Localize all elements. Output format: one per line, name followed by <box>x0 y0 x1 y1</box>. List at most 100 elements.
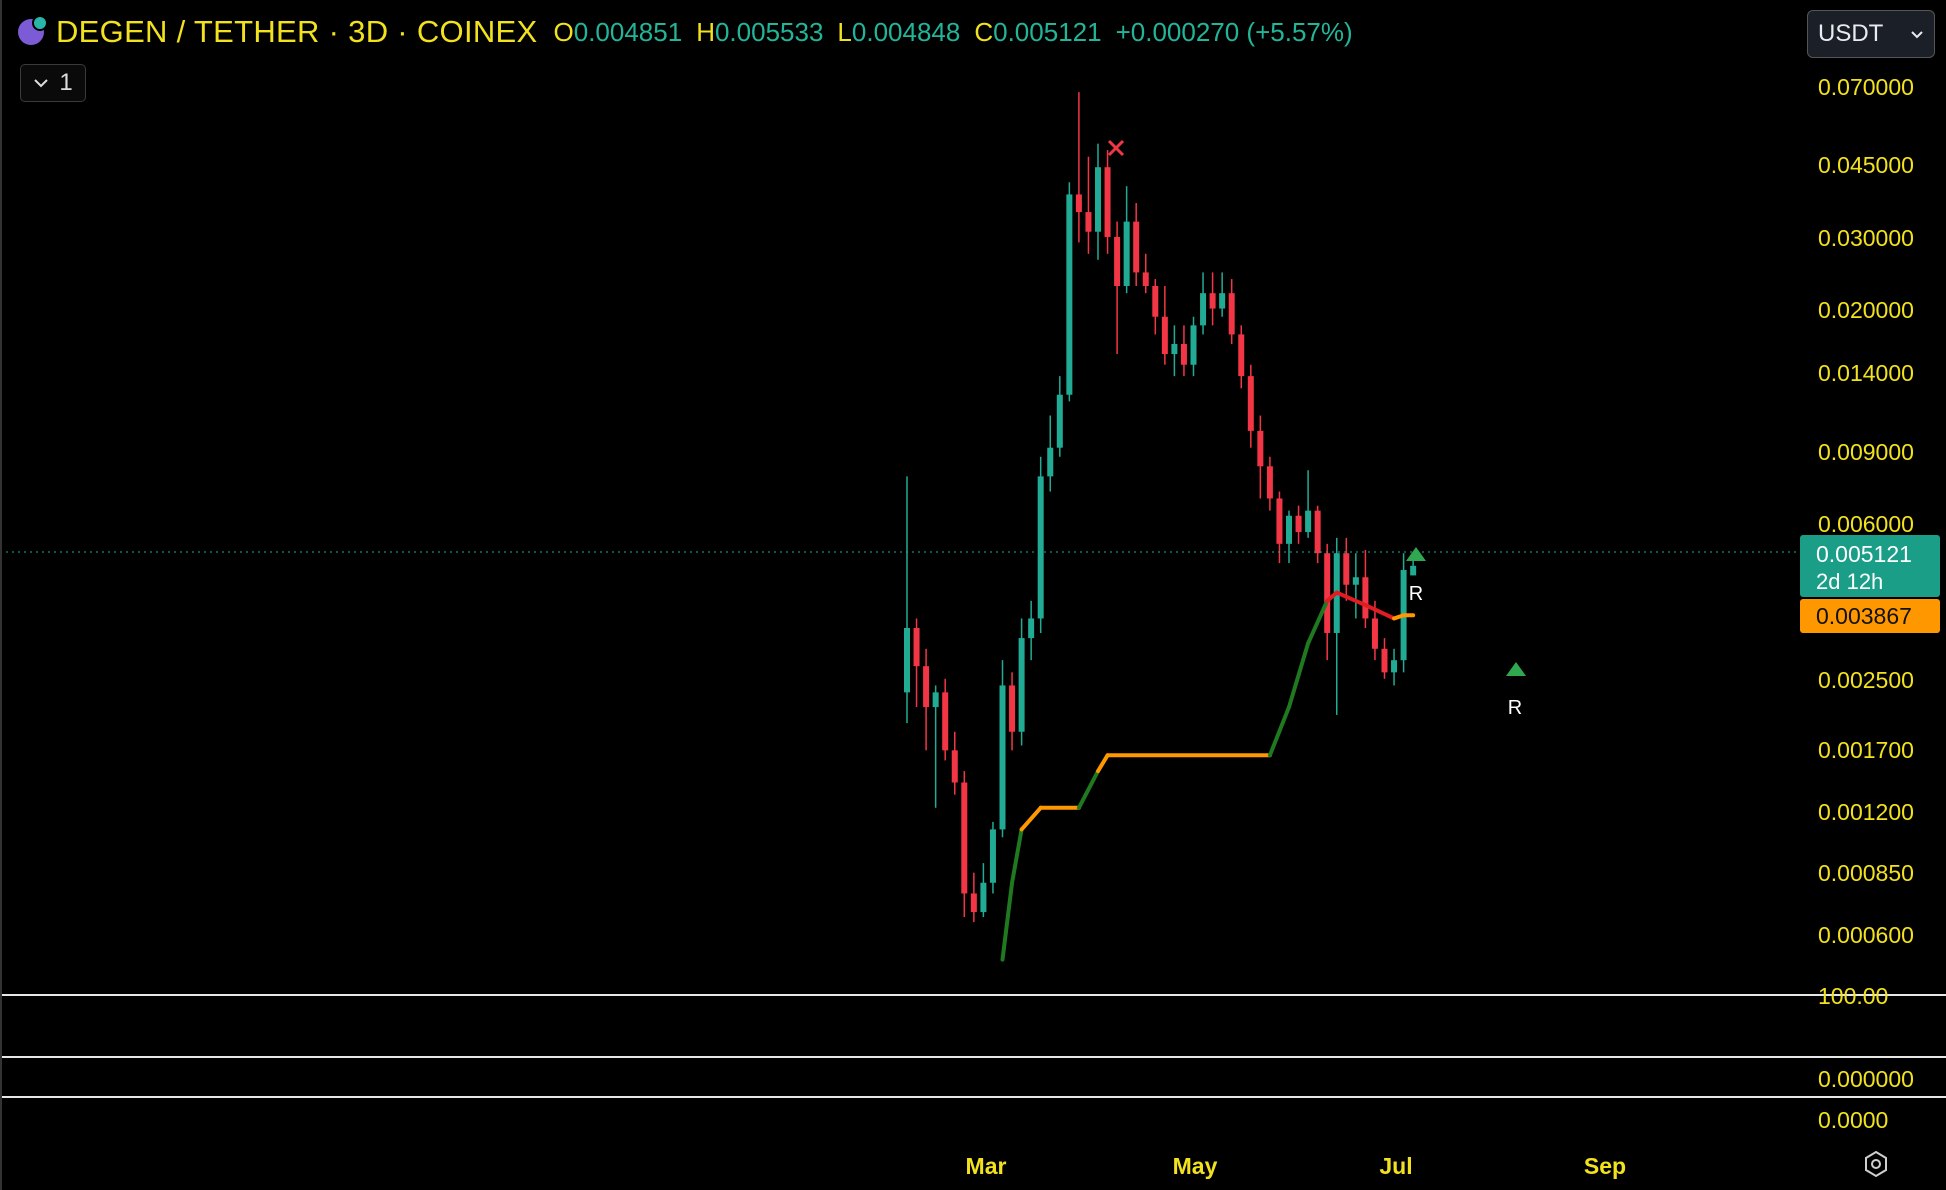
symbol-title[interactable]: DEGEN / TETHER · 3D · COINEX <box>56 14 538 49</box>
candle-body <box>1238 334 1245 377</box>
trail-segment <box>1306 598 1330 646</box>
high-key: H <box>696 16 715 47</box>
candle-body <box>942 692 949 751</box>
candle-body <box>1047 447 1054 477</box>
open-key: O <box>553 16 574 47</box>
price-change: +0.000270 (+5.57%) <box>1115 16 1353 47</box>
price-tick: 0.020000 <box>1818 297 1914 323</box>
candle-body <box>1142 272 1149 286</box>
price-tick: 0.000850 <box>1818 860 1914 886</box>
candle-body <box>1161 316 1168 355</box>
indicator-price-label: 0.003867 <box>1800 599 1940 633</box>
last-price-label: 0.005121 2d 12h <box>1800 535 1940 597</box>
candle-body <box>932 692 939 708</box>
candle-body <box>980 882 987 913</box>
price-tick: 0.001700 <box>1818 737 1914 763</box>
trail-segment <box>1076 769 1100 810</box>
candle-body <box>1085 212 1092 232</box>
time-axis[interactable]: Mar May Jul Sep <box>966 1153 1627 1179</box>
candle-body <box>1190 325 1197 365</box>
currency-select[interactable]: USDT <box>1807 10 1935 58</box>
candle-body <box>1056 394 1063 448</box>
pane3-tick: 0.0000 <box>1818 1107 1888 1133</box>
trail-segment <box>1334 590 1368 608</box>
price-tick: 0.070000 <box>1818 74 1914 100</box>
price-tick: 0.030000 <box>1818 225 1914 251</box>
candle-body <box>1066 194 1073 395</box>
candle-body <box>1257 430 1264 467</box>
logo-icon <box>18 15 48 45</box>
candle-body <box>1343 553 1350 585</box>
low-key: L <box>837 16 852 47</box>
signal-markers: R R <box>1107 139 1526 719</box>
candle-body <box>904 628 910 693</box>
trail-segment <box>1363 603 1397 621</box>
candle-body <box>989 829 996 883</box>
price-tick: 0.045000 <box>1818 152 1914 178</box>
close-key: C <box>974 16 994 47</box>
candle-body <box>1276 498 1283 544</box>
buy-triangle-marker <box>1506 662 1526 676</box>
candle-body <box>1200 293 1207 326</box>
pane1-tick: 100.00 <box>1818 983 1888 1009</box>
trail-segment <box>1019 805 1043 832</box>
trail-segment <box>1096 753 1110 774</box>
close-value: 0.005121 <box>993 16 1102 47</box>
chevron-down-icon <box>1911 30 1923 38</box>
candle-body <box>1180 343 1187 365</box>
candle-body <box>1133 221 1140 273</box>
candle-body <box>961 782 968 894</box>
chevron-down-icon <box>34 79 49 88</box>
candle-series <box>904 92 1417 923</box>
candle-body <box>1314 510 1321 554</box>
candle-body <box>1391 660 1398 673</box>
price-scale[interactable]: 0.070000 0.045000 0.030000 0.020000 0.01… <box>1818 74 1914 1133</box>
r-label-1: R <box>1409 583 1423 605</box>
high-value: 0.005533 <box>714 16 824 47</box>
time-tick: Mar <box>966 1153 1007 1179</box>
candle-body <box>1037 476 1044 619</box>
trail-segment <box>1287 641 1311 710</box>
candle-body <box>1028 618 1035 639</box>
trailing-stop-line <box>1000 590 1416 962</box>
countdown-timer: 2d 12h <box>1816 569 1883 594</box>
buy-triangle-marker <box>1406 547 1426 561</box>
last-price-value: 0.005121 <box>1816 541 1912 567</box>
price-tick: 0.009000 <box>1818 439 1914 465</box>
candle-body <box>999 685 1006 830</box>
candle-body <box>1247 376 1254 431</box>
candle-body <box>1152 285 1159 317</box>
candle-body <box>1266 466 1273 499</box>
candle-body <box>1362 577 1369 619</box>
settings-icon[interactable] <box>1862 1150 1890 1178</box>
time-tick: Sep <box>1584 1153 1626 1179</box>
candle-body <box>923 666 930 708</box>
price-tick: 0.000600 <box>1818 922 1914 948</box>
candle-body <box>1410 565 1417 576</box>
candle-body <box>951 750 958 783</box>
time-tick: Jul <box>1379 1153 1412 1179</box>
price-tick: 0.002500 <box>1818 667 1914 693</box>
candle-body <box>1075 194 1082 213</box>
price-tick: 0.006000 <box>1818 511 1914 537</box>
open-value: 0.004851 <box>573 16 683 47</box>
trail-segment <box>1000 880 1015 962</box>
candle-body <box>1018 638 1025 732</box>
candle-body <box>1286 515 1292 544</box>
candle-body <box>1381 648 1388 673</box>
indicators-collapse-button[interactable]: 1 <box>20 64 86 102</box>
candle-body <box>1324 553 1331 633</box>
symbol-header: DEGEN / TETHER · 3D · COINEX O0.004851 H… <box>18 10 1353 54</box>
indicator-count: 1 <box>59 69 73 96</box>
r-label-2: R <box>1508 697 1522 719</box>
candle-body <box>1123 221 1130 286</box>
candle-body <box>1295 515 1302 533</box>
trail-segment <box>1010 827 1024 885</box>
candle-body <box>1171 343 1178 355</box>
candle-body <box>1009 685 1016 732</box>
ohlc-values: O0.004851 H0.005533 L0.004848 C0.005121 <box>554 17 1102 48</box>
currency-value: USDT <box>1818 20 1884 47</box>
candle-body <box>970 893 977 913</box>
close-x-icon <box>1107 139 1125 157</box>
